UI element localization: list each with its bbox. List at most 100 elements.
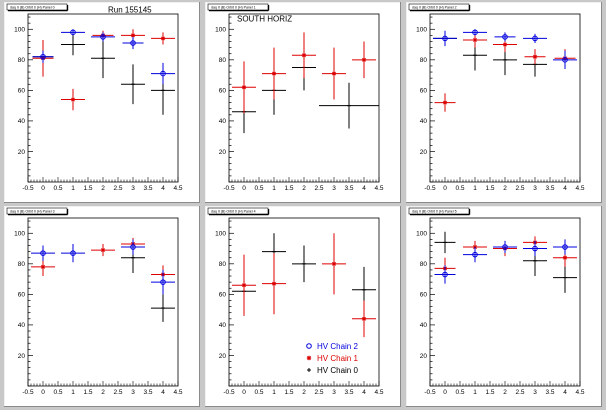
x-tick-label: 2 — [101, 389, 105, 396]
legend-marker-chain2 — [306, 343, 312, 349]
data-point-chain2 — [442, 271, 448, 278]
y-tick-label: 60 — [219, 88, 227, 95]
data-point-chain1 — [271, 71, 277, 76]
data-point-chain1 — [502, 42, 508, 47]
data-point-chain2 — [562, 57, 568, 63]
data-point-chain0 — [131, 255, 135, 260]
data-point-chain2 — [40, 250, 46, 256]
pad-title-text: daq II (B) Orbit 0 (H) Panel 5 — [412, 209, 457, 213]
chart-svg-4: daq II (B) Orbit 0 (H) Panel 42040608010… — [207, 207, 384, 396]
y-tick-label: 80 — [18, 261, 26, 268]
x-tick-label: 1.5 — [284, 185, 293, 192]
y-tick-label: 60 — [18, 88, 26, 95]
pad-3[interactable]: daq II (B) Orbit 0 (H) Panel 3 20 40 60 80 10… — [4, 206, 200, 407]
series-chain0 — [32, 33, 175, 115]
data-point-chain1 — [70, 97, 76, 102]
y-tick-label: 100 — [215, 231, 226, 238]
data-point-chain1 — [271, 281, 277, 286]
pad-title-box: daq II (B) Orbit 0 (H) Panel 4 — [207, 207, 270, 216]
x-tick-label: 1.5 — [83, 185, 92, 192]
x-tick-label: 2 — [503, 185, 507, 192]
chart-svg-1: daq II (B) Orbit 0 (H) Panel 12040608010… — [207, 3, 384, 192]
y-tick-label: 80 — [420, 57, 428, 64]
chart-svg-2: daq II (B) Orbit 0 (H) Panel 22040608010… — [408, 3, 585, 192]
x-tick-label: 4 — [161, 185, 165, 192]
data-point-chain1 — [331, 71, 337, 76]
x-tick-label: 0.5 — [455, 389, 464, 396]
chart-svg-3: daq II (B) Orbit 0 (H) Panel 32040608010… — [6, 207, 183, 396]
x-tick-label: 0 — [443, 389, 447, 396]
x-tick-label: 3.5 — [344, 389, 353, 396]
x-tick-label: -0.5 — [223, 185, 235, 192]
data-point-chain2 — [160, 279, 166, 285]
x-tick-label: 1.5 — [83, 389, 92, 396]
y-tick-label: 40 — [420, 118, 428, 125]
x-tick-label: 1 — [71, 185, 75, 192]
y-tick-label: 80 — [18, 57, 26, 64]
y-tick-label: 80 — [420, 261, 428, 268]
data-point-chain0 — [347, 103, 351, 108]
x-tick-label: 1 — [473, 185, 477, 192]
legend-label-chain2: HV Chain 2 — [317, 342, 358, 351]
series-chain0 — [433, 32, 547, 77]
x-tick-label: 1 — [473, 389, 477, 396]
x-tick-label: 3.5 — [344, 185, 353, 192]
data-point-chain1 — [301, 53, 307, 58]
x-tick-label: 2 — [302, 185, 306, 192]
y-tick-label: 20 — [18, 149, 26, 156]
y-tick-label: 40 — [18, 322, 26, 329]
legend-marker-chain0 — [307, 368, 311, 372]
x-tick-label: 4.5 — [575, 389, 584, 396]
series-chain0 — [121, 242, 175, 322]
x-tick-label: 2.5 — [314, 389, 323, 396]
data-point-chain2 — [442, 35, 448, 42]
series-chain2 — [32, 29, 175, 85]
data-point-chain0 — [131, 82, 135, 87]
pad-1[interactable]: daq II (B) Orbit 0 (H) Panel 1 20 40 60 80 10… — [205, 2, 401, 203]
data-point-chain2 — [532, 245, 538, 252]
x-tick-label: -0.5 — [22, 185, 34, 192]
series-chain1 — [31, 237, 175, 284]
x-tick-label: 0.5 — [53, 185, 62, 192]
x-tick-label: 3 — [332, 185, 336, 192]
data-point-chain2 — [472, 29, 478, 36]
x-tick-label: 2 — [101, 185, 105, 192]
pad-title-text: daq II (B) Orbit 0 (H) Panel 2 — [412, 5, 457, 9]
data-point-chain0 — [503, 57, 507, 62]
pad-5[interactable]: daq II (B) Orbit 0 (H) Panel 5 20 40 60 80 10… — [406, 206, 602, 407]
pad-title-box: daq II (B) Orbit 0 (H) Panel 0 — [6, 3, 69, 12]
y-tick-label: 100 — [14, 231, 25, 238]
data-point-chain2 — [502, 34, 508, 40]
x-tick-label: 3 — [533, 389, 537, 396]
data-point-chain0 — [473, 53, 477, 58]
pad-2[interactable]: daq II (B) Orbit 0 (H) Panel 2 20 40 60 80 10… — [406, 2, 602, 203]
x-tick-label: 1 — [272, 389, 276, 396]
x-tick-label: 1.5 — [485, 389, 494, 396]
data-point-chain1 — [442, 100, 448, 105]
data-point-chain0 — [533, 258, 537, 263]
y-tick-label: 20 — [420, 353, 428, 360]
data-point-chain0 — [161, 306, 165, 311]
x-tick-label: 4.5 — [173, 389, 182, 396]
pad-4[interactable]: daq II (B) Orbit 0 (H) Panel 4 20 40 60 80 10… — [205, 206, 401, 407]
chart-svg-5: daq II (B) Orbit 0 (H) Panel 52040608010… — [408, 207, 585, 396]
data-point-chain0 — [161, 88, 165, 93]
y-tick-label: 60 — [18, 292, 26, 299]
x-tick-label: 0.5 — [53, 389, 62, 396]
x-tick-label: 3.5 — [545, 185, 554, 192]
x-tick-label: 4 — [362, 389, 366, 396]
data-point-chain0 — [272, 249, 276, 254]
x-tick-label: 0 — [242, 185, 246, 192]
legend-marker-chain1 — [306, 355, 312, 361]
pad-title-text: daq II (B) Orbit 0 (H) Panel 0 — [10, 5, 55, 9]
legend-label-chain1: HV Chain 1 — [317, 354, 358, 363]
data-point-chain2 — [160, 70, 166, 77]
y-tick-label: 60 — [219, 292, 227, 299]
data-point-chain2 — [532, 35, 538, 42]
data-point-chain1 — [40, 264, 46, 270]
pad-0[interactable]: daq II (B) Orbit 0 (H) Panel 0 20 40 60 80 10… — [4, 2, 200, 203]
legend: HV Chain 2 HV Chain 1 HV Chain 0 — [306, 342, 358, 375]
y-tick-label: 20 — [420, 149, 428, 156]
series-chain1 — [232, 233, 376, 338]
data-point-chain2 — [130, 40, 136, 46]
